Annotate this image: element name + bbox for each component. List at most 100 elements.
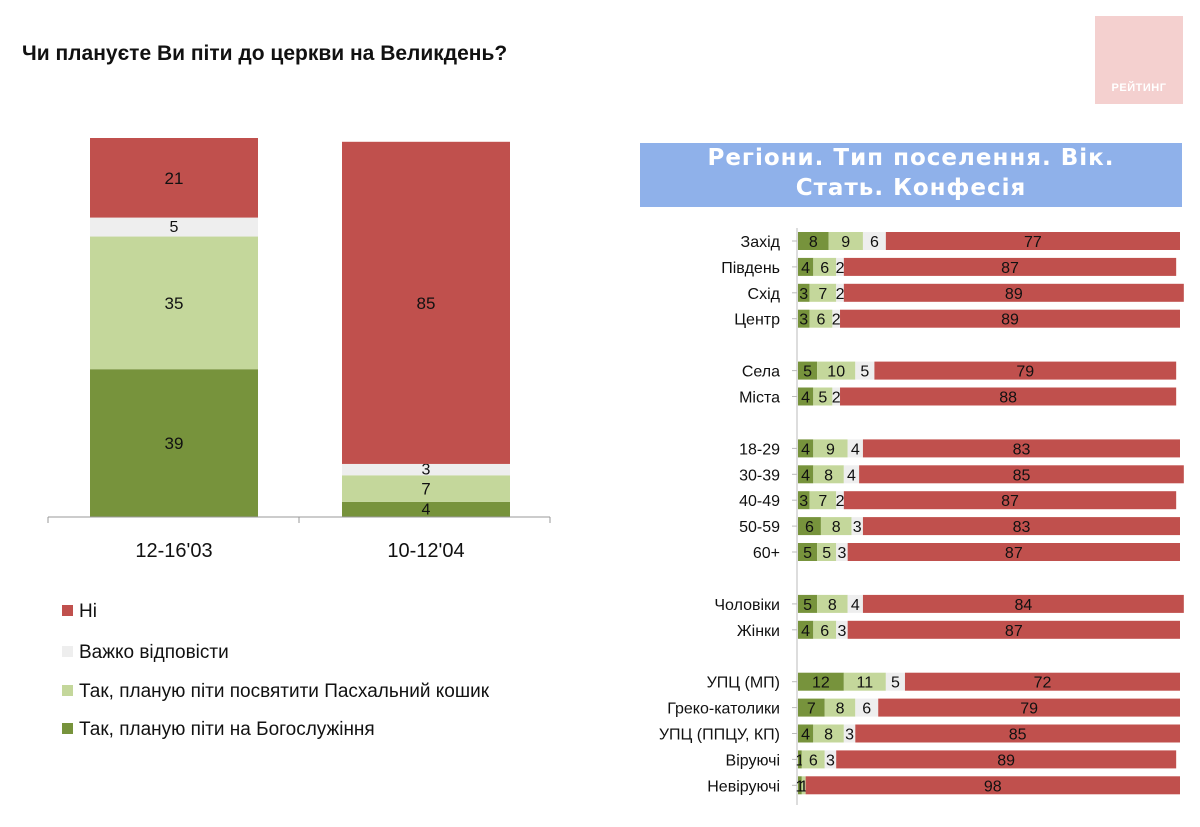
- row-label-центр: Центр: [734, 312, 780, 329]
- bar-упц-мп-hard: [885, 672, 905, 691]
- row-label-упц-мп: УПЦ (МП): [707, 675, 780, 692]
- data-label-жінки-hard: 3: [837, 623, 846, 640]
- row-label-схід: Схід: [748, 286, 781, 303]
- bar-упц-мп-service: [798, 672, 844, 691]
- bar-40-49-basket: [809, 491, 837, 510]
- bar-схід-basket: [809, 283, 837, 302]
- data-label-30-39-basket: 8: [824, 467, 833, 484]
- data-label-греко-католики-basket: 8: [836, 701, 845, 718]
- data-label-18-29-basket: 9: [826, 441, 835, 458]
- data-label-міста-hard: 2: [832, 390, 841, 407]
- bar-18-29-basket: [813, 439, 848, 458]
- bar-невіруючі-no: [805, 776, 1180, 795]
- row-label-захід: Захід: [741, 234, 781, 251]
- bar-центр-hard: [832, 309, 841, 328]
- bar-греко-католики-hard: [855, 698, 879, 717]
- data-label-12-16-03-no: 21: [165, 169, 184, 188]
- data-label-схід-hard: 2: [836, 286, 845, 303]
- data-label-невіруючі-no: 98: [984, 778, 1002, 795]
- data-label-чоловіки-no: 84: [1014, 597, 1032, 614]
- row-label-30-39: 30-39: [739, 467, 780, 484]
- legend-swatch-no: [62, 605, 73, 617]
- bar-схід-service: [798, 283, 810, 302]
- bar-схід-hard: [836, 283, 844, 302]
- data-label-захід-hard: 6: [870, 234, 879, 251]
- bar-жінки-service: [798, 620, 814, 639]
- bar-чоловіки-hard: [847, 594, 863, 613]
- data-label-греко-католики-service: 7: [807, 701, 816, 718]
- bar-невіруючі-service: [798, 776, 802, 795]
- data-label-центр-hard: 2: [832, 312, 841, 329]
- legend-item-hard-to-say: Важко відповісти: [62, 641, 229, 665]
- legend-swatch-hard-to-say: [62, 646, 73, 658]
- data-label-40-49-hard: 2: [836, 493, 845, 510]
- data-label-міста-basket: 5: [818, 390, 827, 407]
- data-label-захід-no: 77: [1024, 234, 1042, 251]
- bar-упц-ппцу-кп-hard: [843, 724, 856, 743]
- chart-title: Чи плануєте Ви піти до церкви на Великде…: [22, 42, 508, 65]
- data-label-чоловіки-service: 5: [803, 597, 812, 614]
- bar-віруючі-basket: [801, 750, 825, 769]
- data-label-села-hard: 5: [860, 364, 869, 381]
- data-label-віруючі-basket: 6: [809, 752, 818, 769]
- data-label-50-59-service: 6: [805, 519, 814, 536]
- bar-30-39-hard: [843, 465, 860, 484]
- data-label-греко-католики-no: 79: [1020, 701, 1038, 718]
- bar-центр-no: [840, 309, 1180, 328]
- bar-50-59-hard: [851, 517, 863, 536]
- data-label-60-basket: 5: [822, 545, 831, 562]
- data-label-50-59-hard: 3: [853, 519, 862, 536]
- data-label-50-59-basket: 8: [832, 519, 841, 536]
- row-label-невіруючі: Невіруючі: [707, 778, 780, 795]
- bar-упц-ппцу-кп-basket: [813, 724, 844, 743]
- bar-30-39-basket: [813, 465, 844, 484]
- data-label-південь-no: 87: [1001, 260, 1019, 277]
- bar-12-16-03-no: [90, 138, 258, 218]
- bar-жінки-basket: [813, 620, 837, 639]
- data-label-40-49-no: 87: [1001, 493, 1019, 510]
- row-label-села: Села: [742, 364, 780, 381]
- data-label-60-service: 5: [803, 545, 812, 562]
- bar-12-16-03-hard: [90, 217, 258, 237]
- row-label-40-49: 40-49: [739, 493, 780, 510]
- data-label-віруючі-service: 1: [795, 752, 804, 769]
- logo-text: РЕЙТИНГ: [1111, 82, 1167, 94]
- data-label-греко-католики-hard: 6: [862, 701, 871, 718]
- bar-віруючі-service: [798, 750, 802, 769]
- data-label-чоловіки-hard: 4: [851, 597, 860, 614]
- bar-чоловіки-basket: [817, 594, 848, 613]
- bar-18-29-no: [862, 439, 1180, 458]
- row-label-південь: Південь: [721, 260, 780, 277]
- data-label-чоловіки-basket: 8: [828, 597, 837, 614]
- data-label-60-hard: 3: [837, 545, 846, 562]
- section-banner: Регіони. Тип поселення. Вік. Стать. Конф…: [640, 143, 1182, 207]
- bar-18-29-service: [798, 439, 814, 458]
- bar-греко-католики-basket: [824, 698, 856, 717]
- bar-10-12-04-service: [342, 501, 510, 517]
- data-label-центр-service: 3: [799, 312, 808, 329]
- bar-40-49-no: [843, 491, 1177, 510]
- bar-міста-service: [798, 387, 814, 406]
- bar-греко-католики-no: [878, 698, 1180, 717]
- data-label-30-39-no: 85: [1013, 467, 1031, 484]
- data-label-10-12-04-basket: 7: [421, 480, 430, 499]
- legend-item-no: Ні: [62, 600, 97, 624]
- bar-10-12-04-basket: [342, 475, 510, 502]
- x-tick-label-12-16-03: 12-16'03: [135, 540, 212, 562]
- data-label-захід-service: 8: [809, 234, 818, 251]
- data-label-18-29-hard: 4: [851, 441, 860, 458]
- bar-упц-мп-basket: [843, 672, 886, 691]
- data-label-12-16-03-basket: 35: [165, 294, 184, 313]
- bar-чоловіки-no: [862, 594, 1184, 613]
- bar-південь-service: [798, 257, 814, 276]
- bar-села-no: [874, 361, 1177, 380]
- bar-південь-basket: [813, 257, 837, 276]
- row-label-міста: Міста: [739, 390, 780, 407]
- data-label-невіруючі-service: 1: [795, 778, 804, 795]
- data-label-міста-no: 88: [999, 390, 1017, 407]
- bar-40-49-service: [798, 491, 810, 510]
- data-label-10-12-04-hard: 3: [422, 462, 431, 479]
- banner-line-1: Регіони. Тип поселення. Вік.: [707, 145, 1115, 171]
